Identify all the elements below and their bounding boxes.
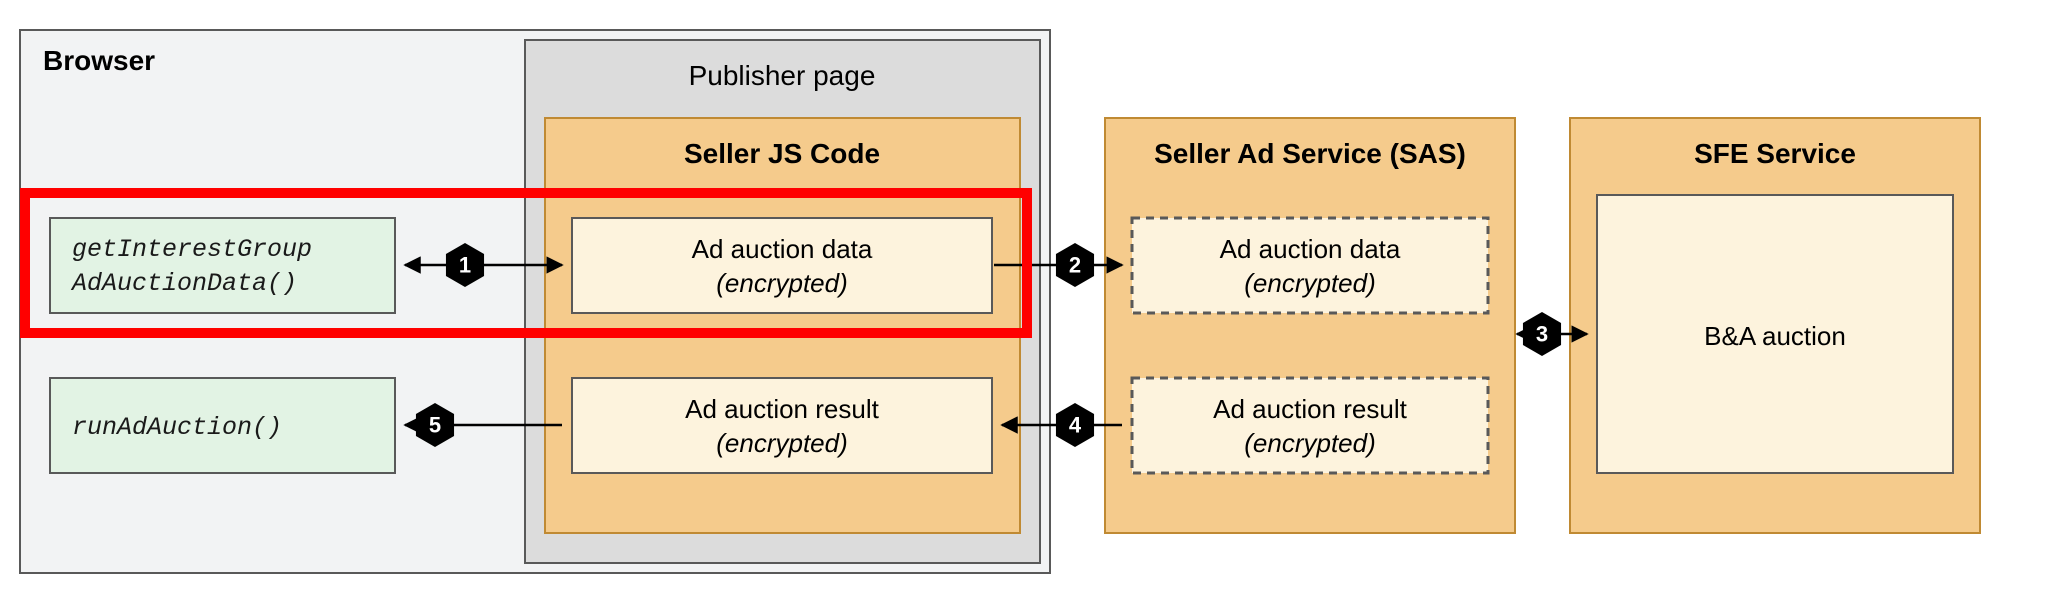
sas_data_l2: (encrypted) [1244, 268, 1376, 298]
sellerjs_data_l1: Ad auction data [692, 234, 873, 264]
sas_result_l1: Ad auction result [1213, 394, 1407, 424]
api_get_l1: getInterestGroup [72, 235, 312, 264]
sas_data_l1: Ad auction data [1220, 234, 1401, 264]
browser_title: Browser [43, 45, 155, 76]
box-sas_result [1132, 378, 1488, 473]
box-api_get [50, 218, 395, 313]
flow-diagram: 1 2 3 4 5 Browser Publisher page Seller JS Code… [0, 0, 2048, 595]
box-sas_data [1132, 218, 1488, 313]
box-sellerjs_result [572, 378, 992, 473]
sellerjs_title: Seller JS Code [684, 138, 880, 169]
sfe_title: SFE Service [1694, 138, 1856, 169]
sas_result_l2: (encrypted) [1244, 428, 1376, 458]
api_get_l2: AdAuctionData() [70, 269, 297, 298]
sellerjs_data_l2: (encrypted) [716, 268, 848, 298]
step-badge-3: 3 [1523, 312, 1561, 356]
step-badge-label: 2 [1069, 253, 1081, 278]
sellerjs_result_l2: (encrypted) [716, 428, 848, 458]
sfe_auction_l1: B&A auction [1704, 321, 1846, 351]
sellerjs_result_l1: Ad auction result [685, 394, 879, 424]
step-badge-label: 4 [1069, 413, 1082, 438]
api_run: runAdAuction() [72, 413, 282, 442]
step-badge-label: 1 [459, 253, 471, 278]
step-badge-label: 5 [429, 413, 441, 438]
box-sellerjs_data [572, 218, 992, 313]
publisher_title: Publisher page [689, 60, 876, 91]
sas_title: Seller Ad Service (SAS) [1154, 138, 1466, 169]
step-badge-2: 2 [1056, 243, 1094, 287]
step-badge-label: 3 [1536, 322, 1548, 347]
step-badge-4: 4 [1056, 403, 1094, 447]
